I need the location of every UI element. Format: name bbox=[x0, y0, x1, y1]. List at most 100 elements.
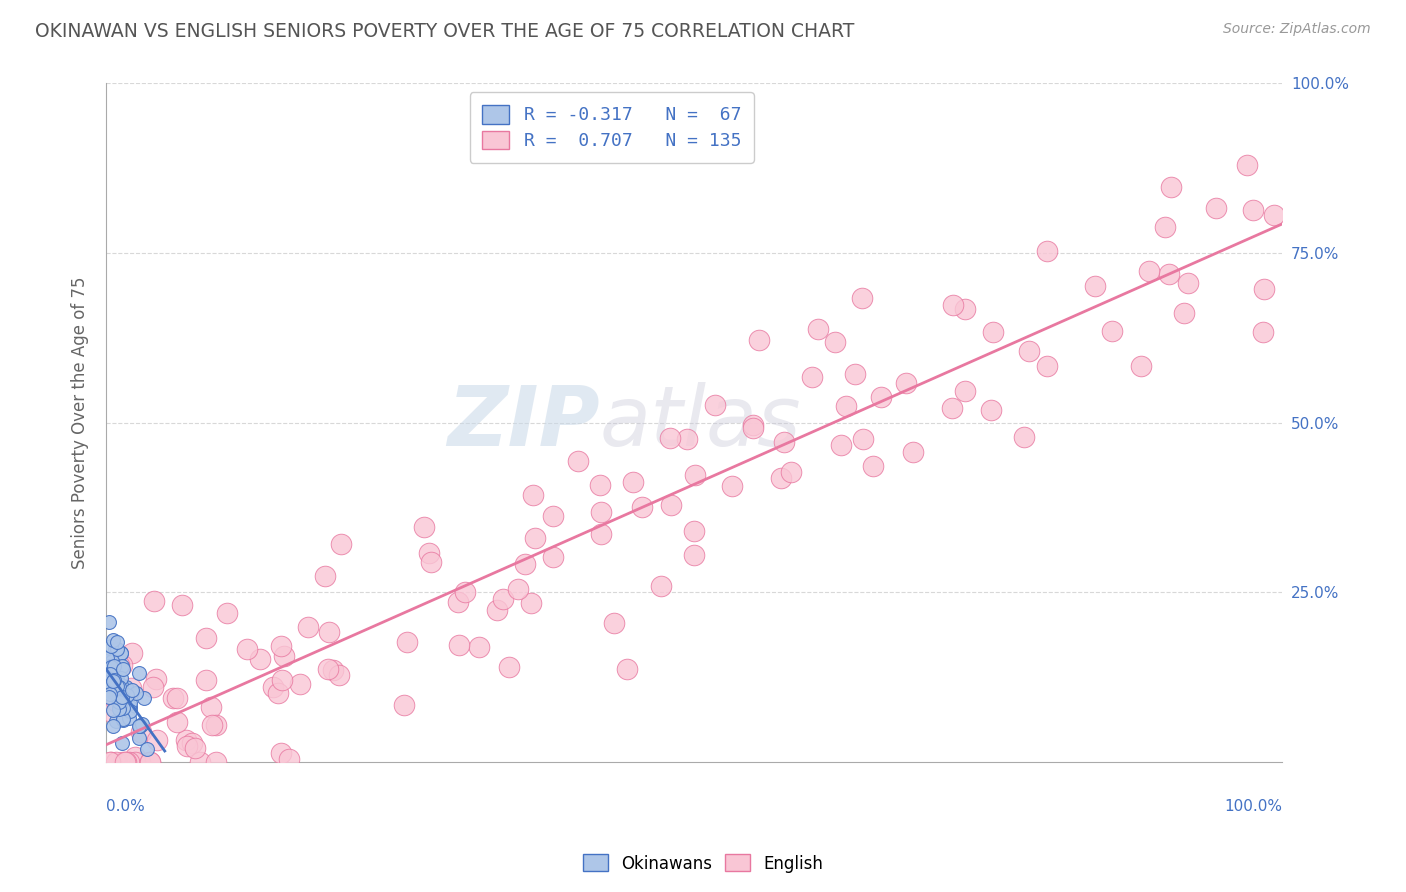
Point bbox=[742, 418, 765, 433]
Point bbox=[270, 640, 292, 654]
Point bbox=[541, 550, 564, 565]
Point bbox=[128, 731, 150, 745]
Point bbox=[271, 673, 294, 687]
Point bbox=[447, 638, 470, 652]
Point bbox=[100, 660, 122, 674]
Point bbox=[194, 631, 217, 645]
Point bbox=[297, 620, 319, 634]
Point bbox=[97, 674, 120, 689]
Point bbox=[96, 682, 118, 697]
Point bbox=[953, 384, 976, 398]
Point bbox=[742, 421, 765, 435]
Point bbox=[492, 592, 515, 607]
Point bbox=[110, 646, 132, 660]
Point bbox=[103, 719, 125, 733]
Point bbox=[104, 663, 127, 677]
Point bbox=[807, 321, 830, 335]
Point bbox=[215, 606, 238, 620]
Point bbox=[103, 674, 125, 689]
Point bbox=[97, 684, 120, 698]
Point bbox=[108, 680, 131, 694]
Point bbox=[288, 677, 311, 691]
Point bbox=[124, 755, 146, 769]
Point bbox=[105, 679, 128, 693]
Point bbox=[125, 686, 148, 700]
Point bbox=[567, 454, 589, 468]
Point bbox=[107, 702, 129, 716]
Point bbox=[121, 647, 143, 661]
Point bbox=[111, 658, 134, 673]
Point bbox=[105, 672, 128, 686]
Point bbox=[330, 537, 353, 551]
Point bbox=[1177, 276, 1199, 290]
Point bbox=[800, 369, 823, 384]
Point bbox=[105, 755, 128, 769]
Point bbox=[98, 687, 121, 701]
Point bbox=[519, 596, 541, 610]
Point bbox=[105, 635, 128, 649]
Point bbox=[1205, 201, 1227, 215]
Point bbox=[454, 584, 477, 599]
Point bbox=[515, 557, 537, 571]
Point bbox=[142, 680, 165, 694]
Point bbox=[830, 438, 852, 452]
Point bbox=[204, 718, 226, 732]
Point bbox=[112, 714, 135, 728]
Point bbox=[112, 701, 135, 715]
Point bbox=[136, 742, 159, 756]
Point bbox=[486, 602, 509, 616]
Point bbox=[184, 741, 207, 756]
Y-axis label: Seniors Poverty Over the Age of 75: Seniors Poverty Over the Age of 75 bbox=[72, 277, 89, 569]
Point bbox=[111, 658, 134, 673]
Point bbox=[270, 746, 292, 760]
Point bbox=[1263, 208, 1285, 222]
Point bbox=[683, 548, 706, 562]
Point bbox=[1036, 359, 1059, 373]
Point bbox=[107, 692, 129, 706]
Point bbox=[98, 705, 121, 719]
Point bbox=[1173, 305, 1195, 319]
Point bbox=[201, 718, 224, 732]
Point bbox=[166, 715, 188, 730]
Point bbox=[824, 335, 846, 350]
Point bbox=[1251, 326, 1274, 340]
Point bbox=[1159, 267, 1181, 281]
Point bbox=[322, 663, 344, 677]
Point bbox=[650, 579, 672, 593]
Point bbox=[100, 639, 122, 653]
Text: 0.0%: 0.0% bbox=[105, 799, 145, 814]
Point bbox=[96, 654, 118, 668]
Point bbox=[103, 673, 125, 687]
Point bbox=[114, 681, 136, 695]
Point bbox=[522, 488, 544, 502]
Point bbox=[103, 703, 125, 717]
Point bbox=[980, 403, 1002, 417]
Point bbox=[118, 699, 141, 714]
Point bbox=[318, 624, 340, 639]
Point bbox=[316, 662, 339, 676]
Point bbox=[112, 662, 135, 676]
Point bbox=[675, 432, 697, 446]
Point bbox=[541, 508, 564, 523]
Point bbox=[420, 555, 443, 569]
Point bbox=[780, 465, 803, 479]
Point bbox=[412, 519, 434, 533]
Point bbox=[981, 325, 1004, 339]
Point bbox=[114, 755, 136, 769]
Point bbox=[118, 711, 141, 725]
Point bbox=[844, 367, 866, 381]
Point bbox=[101, 632, 124, 647]
Point bbox=[101, 654, 124, 668]
Point bbox=[273, 649, 295, 664]
Point bbox=[941, 401, 963, 415]
Point bbox=[835, 399, 858, 413]
Point bbox=[94, 663, 117, 677]
Point bbox=[262, 681, 284, 695]
Point bbox=[176, 739, 198, 754]
Point bbox=[524, 531, 547, 545]
Point bbox=[1018, 343, 1040, 358]
Point bbox=[195, 673, 218, 688]
Point bbox=[110, 646, 132, 660]
Point bbox=[129, 718, 152, 732]
Point bbox=[704, 398, 727, 412]
